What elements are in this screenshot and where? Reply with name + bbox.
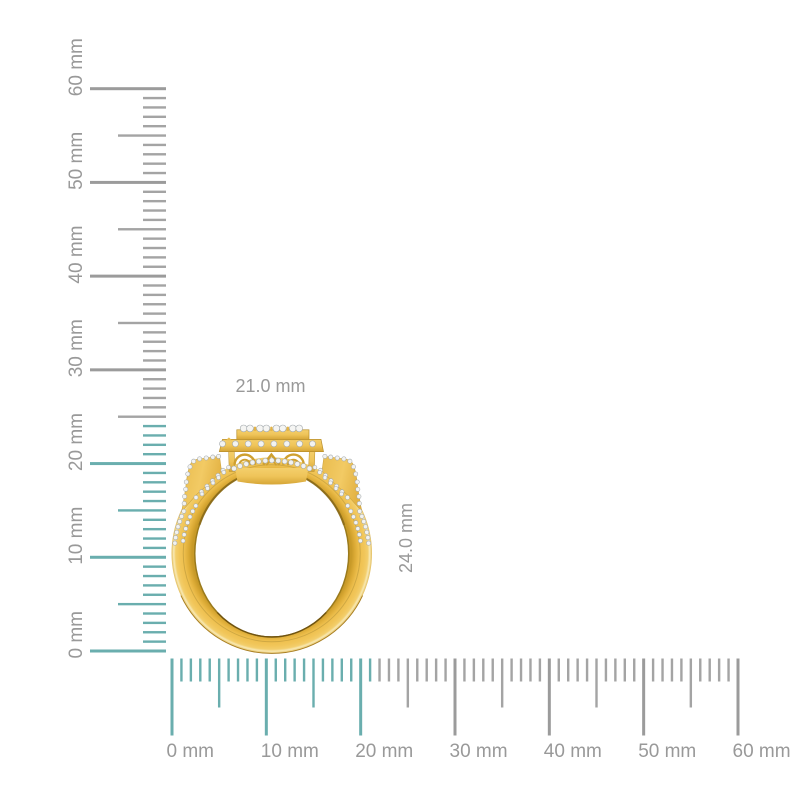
svg-text:24.0 mm: 24.0 mm [396, 503, 416, 573]
svg-text:20 mm: 20 mm [355, 741, 413, 762]
svg-text:30 mm: 30 mm [450, 741, 508, 762]
svg-text:10 mm: 10 mm [261, 741, 319, 762]
svg-text:60 mm: 60 mm [733, 741, 791, 762]
svg-text:0 mm: 0 mm [66, 611, 87, 659]
svg-text:21.0 mm: 21.0 mm [235, 376, 305, 396]
svg-text:50 mm: 50 mm [638, 741, 696, 762]
svg-text:30 mm: 30 mm [66, 319, 87, 377]
svg-text:40 mm: 40 mm [66, 226, 87, 284]
svg-text:50 mm: 50 mm [66, 132, 87, 190]
svg-text:20 mm: 20 mm [66, 413, 87, 471]
svg-text:60 mm: 60 mm [66, 38, 87, 96]
svg-text:40 mm: 40 mm [544, 741, 602, 762]
svg-text:10 mm: 10 mm [66, 507, 87, 565]
svg-text:0 mm: 0 mm [167, 741, 215, 762]
